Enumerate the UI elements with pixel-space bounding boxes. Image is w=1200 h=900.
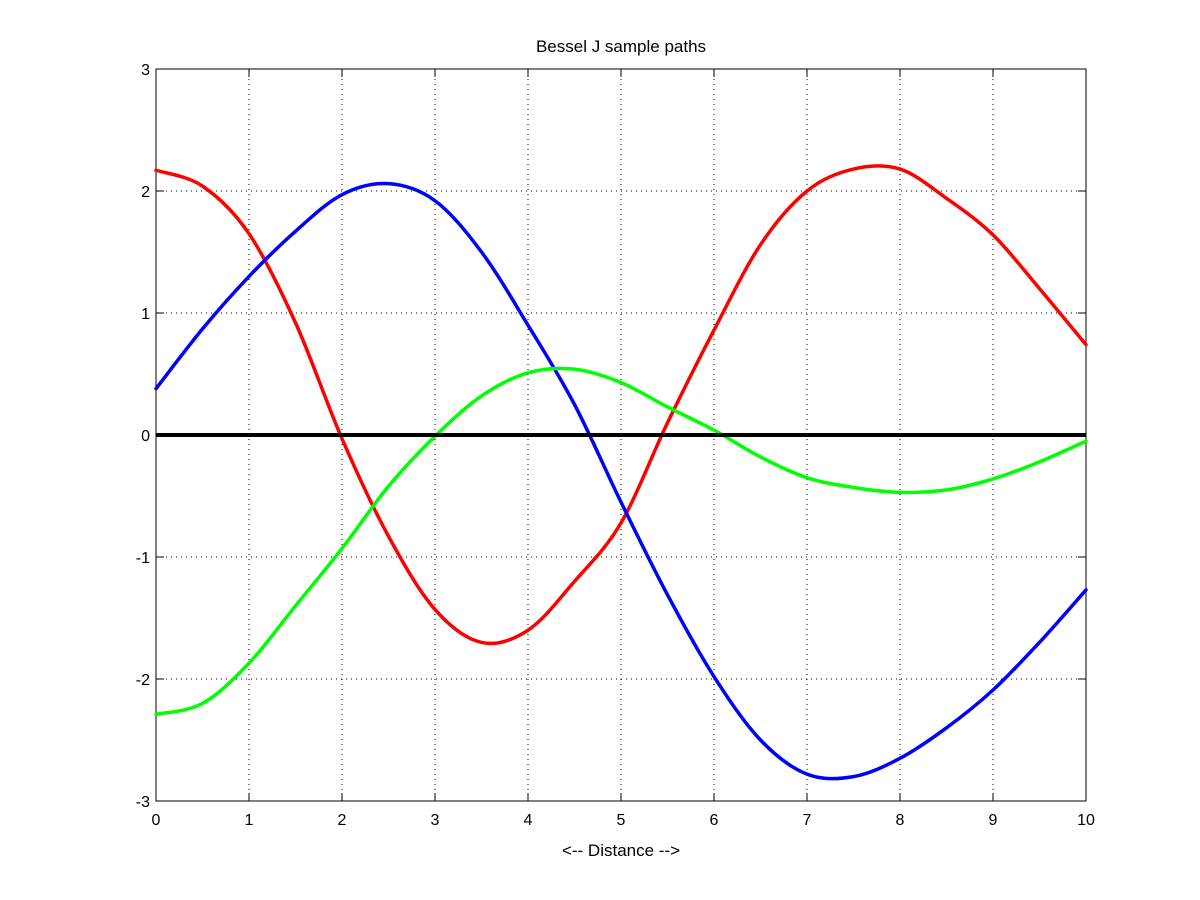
y-tick-label: -2 [136,672,150,689]
series-layer [154,164,1088,781]
x-tick-label: 2 [338,812,347,829]
chart-title: Bessel J sample paths [536,37,706,56]
x-tick-label: 4 [524,812,533,829]
y-tick-label: -3 [136,794,150,811]
x-tick-label: 3 [431,812,440,829]
x-tick-label: 0 [152,812,161,829]
x-tick-label: 6 [710,812,719,829]
x-axis-title: <-- Distance --> [562,841,680,860]
y-tick-label: 0 [141,428,150,445]
series-line-green [154,366,1088,717]
series-line-blue [154,181,1088,781]
y-tick-label: 1 [141,306,150,323]
y-tick-label: 2 [141,184,150,201]
x-tick-label: 8 [896,812,905,829]
x-tick-label: 9 [989,812,998,829]
y-tick-label: -1 [136,550,150,567]
x-tick-label: 10 [1077,812,1095,829]
tick-layer: 0 1 2 3 4 5 6 7 8 9 10 -3 -2 -1 0 1 2 3 [136,62,1095,829]
series-line-red [154,164,1088,646]
x-tick-label: 5 [617,812,626,829]
y-tick-label: 3 [141,62,150,79]
x-tick-label: 7 [803,812,812,829]
x-tick-label: 1 [245,812,254,829]
